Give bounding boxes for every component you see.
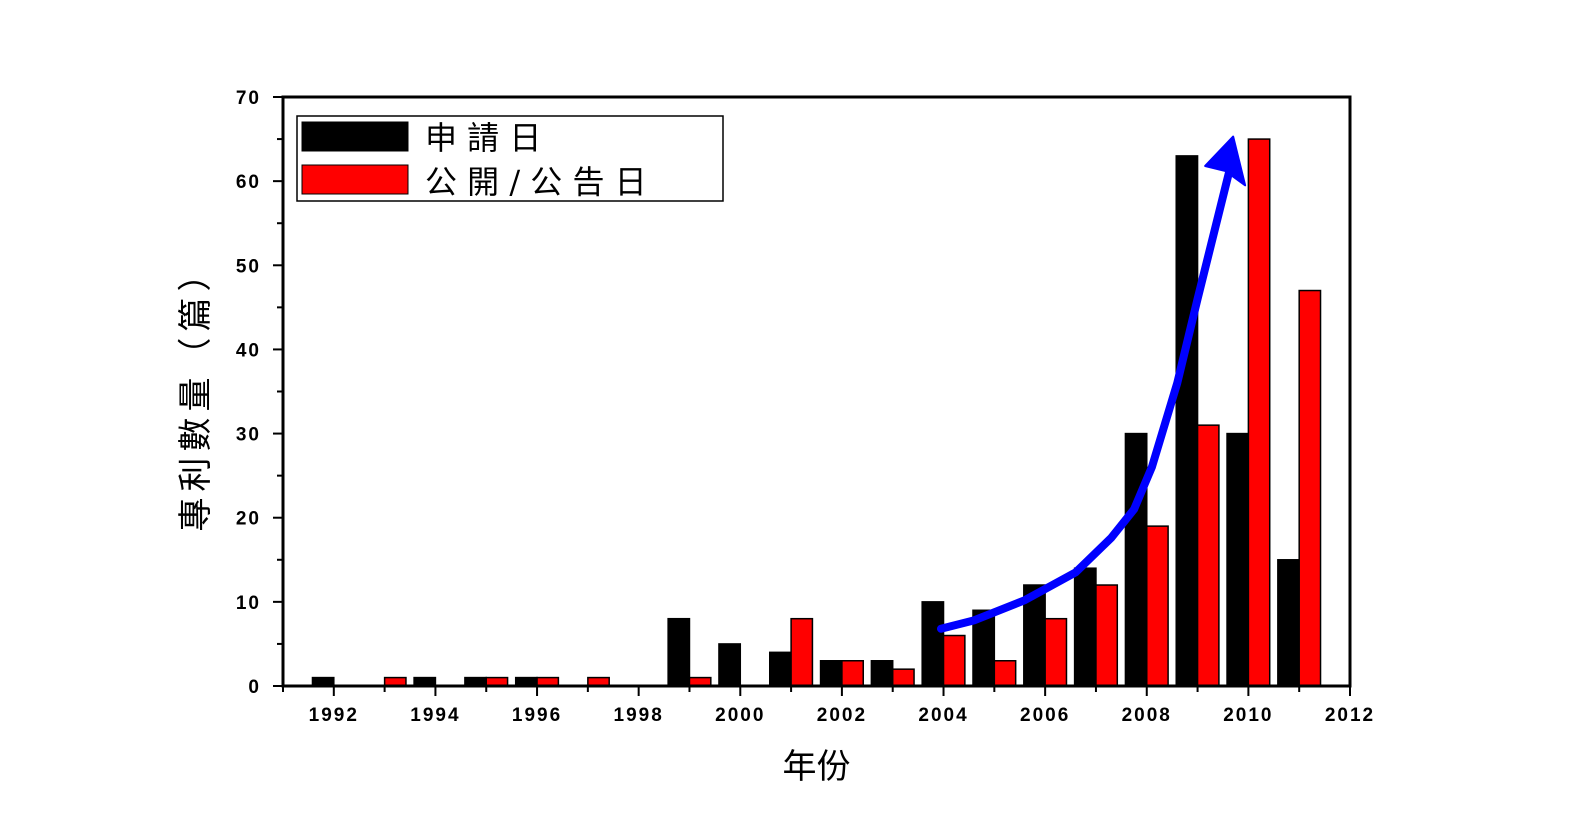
y-tick-label: 50 — [236, 256, 261, 277]
bar-publication-2001 — [790, 617, 814, 687]
bar-application-2000 — [718, 643, 742, 687]
bar-application-2010 — [1226, 432, 1250, 687]
x-tick-label: 2004 — [918, 705, 968, 726]
y-tick-label: 10 — [236, 593, 261, 614]
trend-arrow-annotation — [936, 135, 1247, 633]
trend-arrow-shaft — [936, 161, 1235, 633]
x-tick-label: 1992 — [309, 705, 359, 726]
y-tick-label: 70 — [236, 88, 261, 109]
legend-swatch-publication-date — [301, 164, 409, 195]
bar-publication-2007 — [1095, 584, 1119, 687]
bar-publication-2011 — [1298, 289, 1322, 687]
bar-application-2003 — [870, 660, 894, 687]
bar-publication-2010 — [1247, 138, 1271, 687]
x-axis-label: 年份 — [783, 747, 851, 787]
axis-ticks — [273, 96, 1351, 696]
x-tick-label: 1998 — [614, 705, 664, 726]
y-tick-label: 40 — [236, 340, 261, 361]
legend-label-publication-date: 公 開 / 公 告 日 — [425, 163, 647, 201]
x-tick-label: 1996 — [512, 705, 562, 726]
y-tick-label: 30 — [236, 425, 261, 446]
bar-application-2004 — [921, 601, 945, 687]
bar-publication-2005 — [993, 660, 1017, 687]
bar-publication-2008 — [1146, 525, 1169, 687]
bars-group — [311, 138, 1322, 687]
bar-publication-2006 — [1044, 617, 1068, 687]
bar-application-2011 — [1277, 559, 1300, 687]
legend: 申 請 日 公 開 / 公 告 日 — [296, 115, 724, 202]
bar-application-2008 — [1124, 432, 1148, 687]
bar-application-2002 — [819, 660, 843, 687]
trend-arrow-head — [1204, 135, 1247, 187]
axis-tick-labels: 1992 1994 1996 1998 2000 2002 2004 2006 2008 2010… — [236, 88, 1375, 726]
y-axis-label: 專利數量（篇） — [176, 252, 216, 532]
bar-publication-2003 — [891, 668, 915, 687]
x-tick-label: 1994 — [410, 705, 460, 726]
x-tick-label: 2002 — [817, 705, 867, 726]
x-tick-label: 2012 — [1325, 705, 1375, 726]
legend-label-application-date: 申 請 日 — [425, 119, 541, 157]
x-tick-label: 2008 — [1122, 705, 1172, 726]
x-tick-label: 2000 — [715, 705, 765, 726]
x-tick-label: 2010 — [1223, 705, 1273, 726]
bar-publication-2002 — [841, 660, 864, 687]
bar-application-2001 — [769, 651, 792, 687]
bar-publication-2004 — [942, 634, 966, 687]
y-tick-label: 0 — [248, 677, 261, 698]
bar-application-1999 — [667, 617, 691, 687]
y-tick-label: 20 — [236, 509, 261, 530]
bar-application-2007 — [1073, 567, 1097, 687]
x-tick-label: 2006 — [1020, 705, 1070, 726]
bar-publication-2009 — [1196, 424, 1220, 687]
legend-swatch-application-date — [301, 121, 409, 152]
y-tick-label: 60 — [236, 172, 261, 193]
bar-application-2009 — [1175, 155, 1199, 687]
